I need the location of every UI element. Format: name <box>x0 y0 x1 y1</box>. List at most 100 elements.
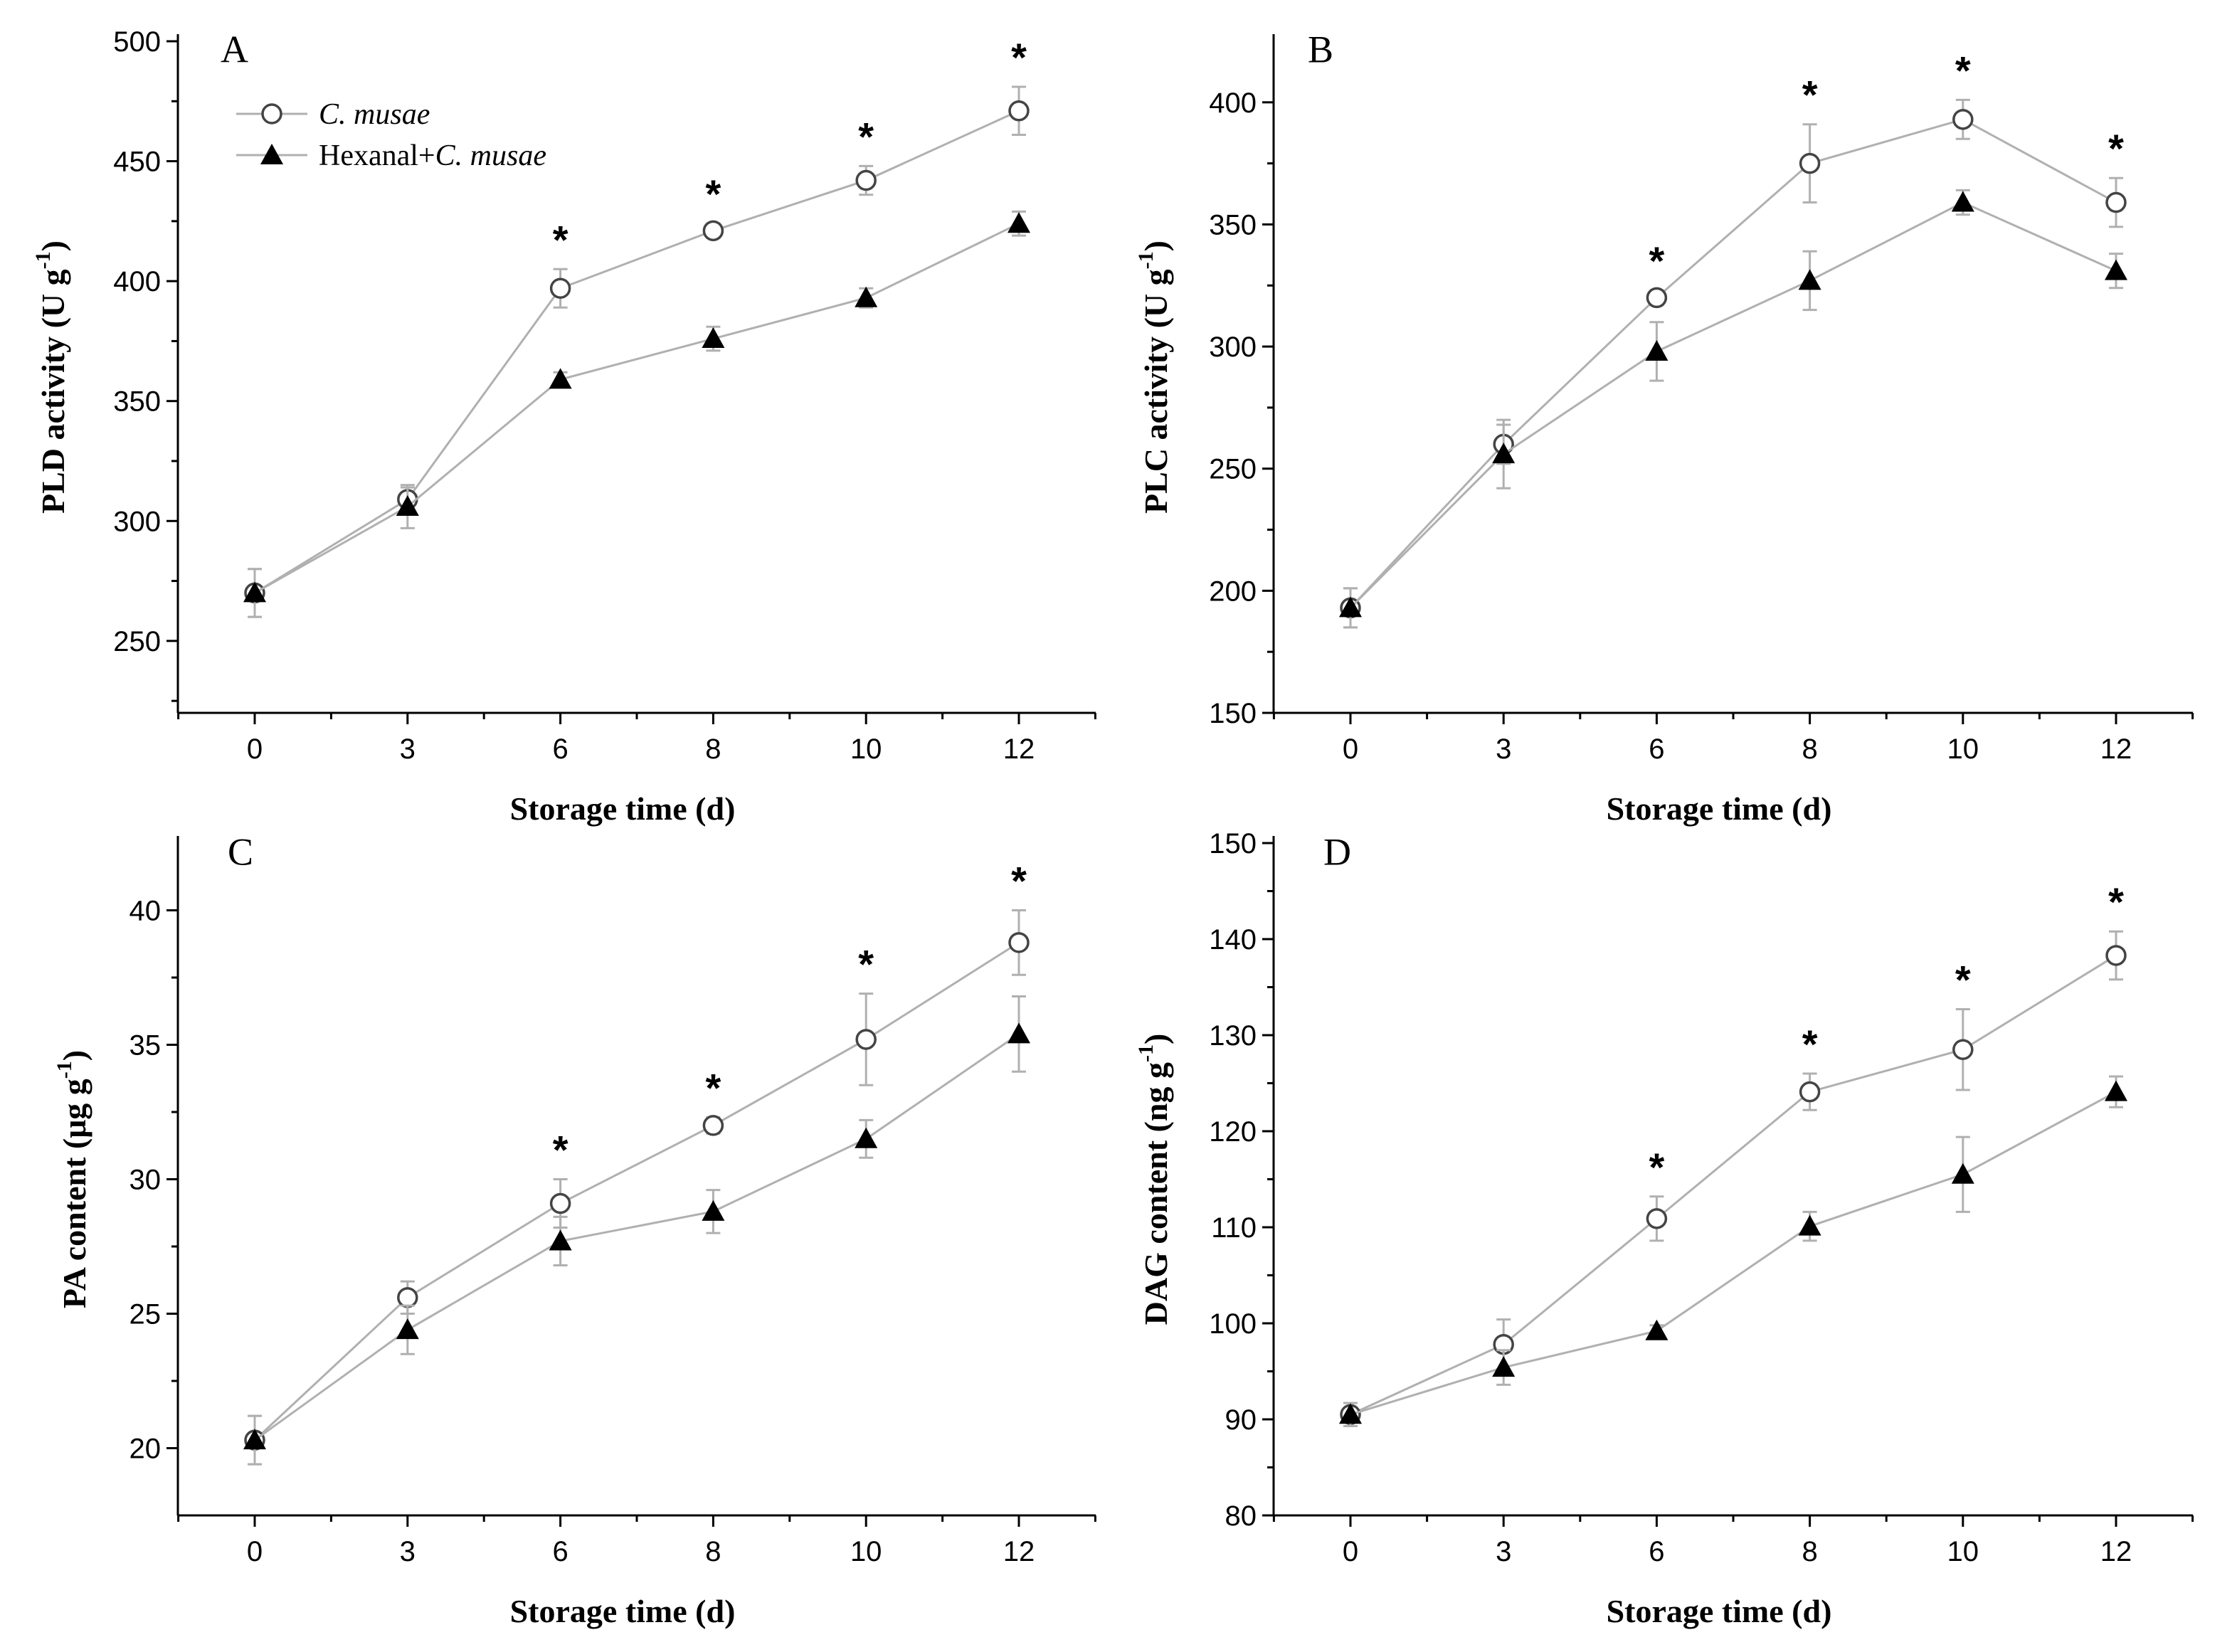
y-axis-title: PA content (μg g-1) <box>53 1050 92 1308</box>
data-point-filled-triangle <box>1951 1163 1974 1184</box>
significance-marker: * <box>858 114 874 159</box>
data-point-filled-triangle <box>1645 339 1669 361</box>
y-axis-title-unit: μg g <box>56 1079 92 1138</box>
legend-label-species: C. musae <box>435 139 546 172</box>
data-point-filled-triangle <box>549 1229 572 1251</box>
y-tick-label: 450 <box>113 147 161 178</box>
significance-marker: * <box>553 217 568 262</box>
series-line <box>1349 201 2117 609</box>
significance-marker: * <box>1011 35 1027 80</box>
y-tick-label: 130 <box>1209 1020 1257 1052</box>
series-hexanal-c-musae <box>243 210 1030 618</box>
y-tick-label: 80 <box>1225 1500 1257 1532</box>
series-hexanal-c-musae <box>243 995 1030 1466</box>
y-tick-label: 300 <box>113 506 161 537</box>
data-point-filled-triangle <box>1008 212 1030 233</box>
y-tick-label: 90 <box>1225 1404 1257 1436</box>
y-tick-label: 20 <box>129 1434 162 1465</box>
data-point-open-circle <box>1008 100 1030 122</box>
legend-marker-filled-triangle <box>260 144 283 164</box>
data-point-open-circle <box>2105 945 2127 966</box>
x-tick-label: 3 <box>400 1536 416 1567</box>
y-tick-label: 110 <box>1211 1212 1257 1244</box>
data-point-open-circle <box>1799 1081 1821 1103</box>
legend-label: C. musae <box>319 98 430 131</box>
x-tick-label: 12 <box>2100 734 2132 765</box>
series-line <box>253 941 1020 1441</box>
data-point-filled-triangle <box>702 327 725 349</box>
y-tick-label: 25 <box>129 1299 162 1330</box>
series-line <box>254 1033 1020 1441</box>
data-point-open-circle <box>1799 152 1821 174</box>
significance-marker: * <box>1802 1022 1818 1066</box>
y-axis-title-label: PA content ( <box>56 1138 92 1308</box>
y-tick-label: 250 <box>113 626 161 657</box>
x-tick-label: 10 <box>1947 1536 1979 1567</box>
data-point-filled-triangle <box>1008 1022 1030 1044</box>
y-tick-label: 150 <box>1209 698 1257 729</box>
data-point-filled-triangle <box>1492 443 1516 464</box>
y-axis-title-unit: U g <box>35 269 71 317</box>
y-tick-label: 100 <box>1209 1308 1257 1340</box>
significance-marker: * <box>1011 859 1027 904</box>
data-point-filled-triangle <box>855 1127 878 1148</box>
significance-marker: * <box>706 1066 721 1111</box>
y-axis-title-exponent: -1 <box>1134 251 1158 269</box>
significance-marker: * <box>1955 48 1971 92</box>
data-point-open-circle <box>549 1192 571 1214</box>
y-axis-title-close: ) <box>1138 1034 1174 1044</box>
y-axis-title-label: PLD activity ( <box>35 317 71 514</box>
x-tick-label: 0 <box>1343 734 1358 765</box>
x-tick-label: 10 <box>850 1536 882 1567</box>
x-tick-label: 6 <box>552 1536 568 1567</box>
significance-marker: * <box>1649 1145 1665 1190</box>
x-axis-title: Storage time (d) <box>510 1593 736 1629</box>
y-tick-label: 400 <box>113 266 161 297</box>
significance-marker: * <box>1955 958 1971 1002</box>
y-tick-label: 250 <box>1209 454 1257 485</box>
x-tick-label: 3 <box>1496 1536 1511 1567</box>
x-tick-label: 8 <box>705 1536 721 1567</box>
y-tick-label: 350 <box>113 386 161 418</box>
series-line <box>254 222 1020 594</box>
x-tick-label: 6 <box>1649 1536 1664 1567</box>
data-point-filled-triangle <box>1951 191 1974 212</box>
y-axis-title-exponent: -1 <box>53 1061 76 1079</box>
data-point-open-circle <box>397 1287 418 1308</box>
y-tick-label: 35 <box>129 1030 162 1061</box>
y-axis-title-label: PLC activity ( <box>1138 317 1174 514</box>
data-point-open-circle <box>549 277 571 300</box>
x-axis-title: Storage time (d) <box>510 790 736 827</box>
y-axis-title: DAG content (ng g-1) <box>1134 1034 1174 1325</box>
panel-a: 250 300 350 400 450 500 0 3 6 8 10 12 Storage time (… <box>31 26 1096 827</box>
x-axis-title: Storage time (d) <box>1607 1593 1832 1629</box>
x-tick-label: 0 <box>247 1536 263 1567</box>
data-point-open-circle <box>702 220 724 242</box>
panel-letter: D <box>1323 830 1351 873</box>
y-axis-title-exponent: -1 <box>31 251 55 269</box>
x-tick-label: 10 <box>850 734 882 765</box>
data-point-filled-triangle <box>855 286 878 307</box>
y-tick-label: 30 <box>129 1165 162 1196</box>
series-line <box>1350 954 2117 1416</box>
panel-letter: B <box>1308 28 1333 70</box>
data-point-open-circle <box>1646 1208 1668 1229</box>
panel-letter: A <box>221 28 248 70</box>
x-tick-label: 3 <box>400 734 416 765</box>
data-point-filled-triangle <box>1645 1319 1669 1340</box>
y-tick-label: 140 <box>1209 924 1257 955</box>
legend-label-species: C. musae <box>319 98 430 131</box>
y-axis-title: PLC activity (U g-1) <box>1134 240 1174 514</box>
significance-marker: * <box>858 942 874 987</box>
data-point-filled-triangle <box>243 1429 266 1450</box>
x-tick-label: 12 <box>1003 734 1035 765</box>
series-hexanal-c-musae <box>1339 1075 2127 1427</box>
panel-c: 20 25 30 35 40 0 3 6 8 10 12 Storage time (d) PA con… <box>53 830 1096 1629</box>
panel-d: 80 90 100 110 120 130 140 150 0 3 6 8 10 12 Storage ti… <box>1134 828 2194 1629</box>
significance-marker: * <box>706 171 721 216</box>
data-point-filled-triangle <box>1339 1403 1362 1424</box>
x-tick-label: 0 <box>1343 1536 1358 1567</box>
y-axis-title-close: ) <box>1138 240 1174 251</box>
